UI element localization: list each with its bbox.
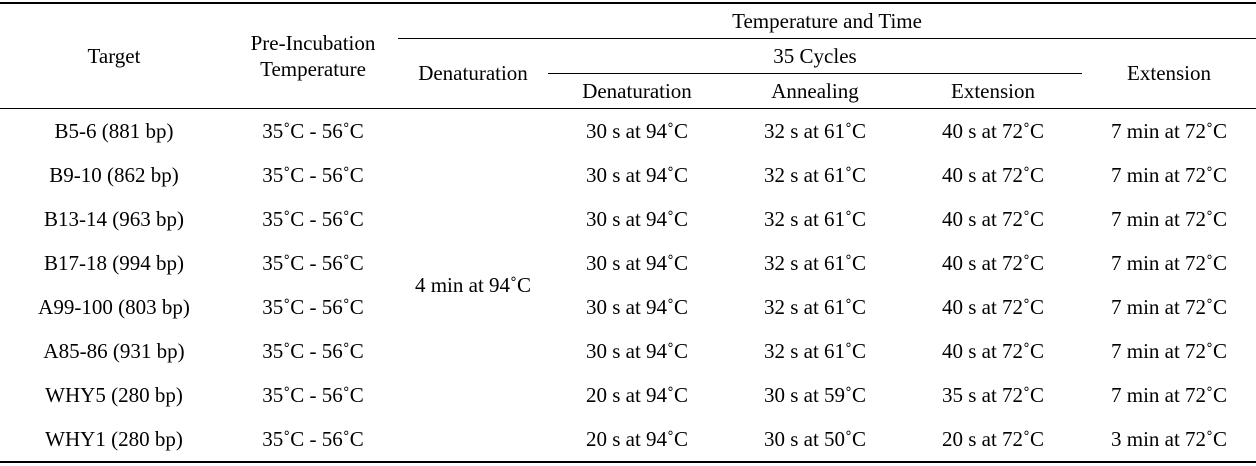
cell-target: WHY5 (280 bp) — [45, 382, 183, 407]
cell-extension: 40 s at 72˚C — [941, 162, 1045, 187]
table-row: B13-14 (963 bp) 35˚C - 56˚C 30 s at 94˚C… — [0, 197, 1256, 241]
header-cycle-annealing: Annealing — [726, 73, 904, 109]
cell-extension: 40 s at 72˚C — [941, 338, 1045, 363]
header-pre-incubation: Pre-Incubation Temperature — [228, 2, 398, 109]
cell-pre-incubation: 35˚C - 56˚C — [262, 206, 364, 231]
cell-target: A85-86 (931 bp) — [43, 338, 185, 363]
cell-pre-incubation: 35˚C - 56˚C — [262, 382, 364, 407]
cell-extension: 20 s at 72˚C — [904, 417, 1082, 463]
table-row: A99-100 (803 bp) 35˚C - 56˚C 30 s at 94˚… — [0, 285, 1256, 329]
header-target: Target — [0, 2, 228, 109]
cell-pre-incubation: 35˚C - 56˚C — [228, 417, 398, 463]
cell-denaturation: 30 s at 94˚C — [585, 250, 689, 275]
cell-annealing: 32 s at 61˚C — [763, 118, 867, 143]
header-pre-incubation-text: Pre-Incubation Temperature — [250, 31, 376, 81]
table-row: B17-18 (994 bp) 35˚C - 56˚C 30 s at 94˚C… — [0, 241, 1256, 285]
header-cycle-denaturation: Denaturation — [548, 73, 726, 109]
cell-target: WHY1 (280 bp) — [0, 417, 228, 463]
header-final-extension: Extension — [1082, 38, 1256, 109]
cell-final-extension: 7 min at 72˚C — [1110, 338, 1228, 363]
header-cycle-extension: Extension — [904, 73, 1082, 109]
cell-target: B9-10 (862 bp) — [49, 162, 179, 187]
cell-denaturation: 30 s at 94˚C — [585, 206, 689, 231]
header-temperature-and-time: Temperature and Time — [398, 2, 1256, 39]
cell-annealing: 32 s at 61˚C — [763, 294, 867, 319]
table-row: WHY1 (280 bp) 35˚C - 56˚C 20 s at 94˚C 3… — [0, 417, 1256, 463]
cell-denaturation: 30 s at 94˚C — [585, 118, 689, 143]
cell-target: B5-6 (881 bp) — [54, 118, 174, 143]
cell-denaturation: 20 s at 94˚C — [548, 417, 726, 463]
cell-annealing: 30 s at 59˚C — [763, 382, 867, 407]
cell-annealing: 30 s at 50˚C — [726, 417, 904, 463]
cell-final-extension: 7 min at 72˚C — [1110, 250, 1228, 275]
cell-pre-incubation: 35˚C - 56˚C — [262, 294, 364, 319]
cell-pre-incubation: 35˚C - 56˚C — [262, 162, 364, 187]
cell-extension: 40 s at 72˚C — [941, 294, 1045, 319]
header-35-cycles: 35 Cycles — [548, 38, 1082, 74]
cell-annealing: 32 s at 61˚C — [763, 206, 867, 231]
cell-pre-incubation: 35˚C - 56˚C — [262, 338, 364, 363]
table-row: A85-86 (931 bp) 35˚C - 56˚C 30 s at 94˚C… — [0, 329, 1256, 373]
cell-denaturation: 30 s at 94˚C — [585, 338, 689, 363]
cell-initial-denaturation: 4 min at 94˚C — [398, 108, 548, 463]
cell-extension: 40 s at 72˚C — [941, 118, 1045, 143]
header-initial-denaturation: Denaturation — [398, 38, 548, 109]
table-row: WHY5 (280 bp) 35˚C - 56˚C 20 s at 94˚C 3… — [0, 373, 1256, 417]
cell-denaturation: 20 s at 94˚C — [585, 382, 689, 407]
cell-extension: 35 s at 72˚C — [941, 382, 1045, 407]
cell-target: A99-100 (803 bp) — [38, 294, 190, 319]
cell-final-extension: 7 min at 72˚C — [1110, 206, 1228, 231]
cell-pre-incubation: 35˚C - 56˚C — [262, 250, 364, 275]
cell-final-extension: 7 min at 72˚C — [1110, 162, 1228, 187]
cell-annealing: 32 s at 61˚C — [763, 338, 867, 363]
cell-pre-incubation: 35˚C - 56˚C — [262, 118, 364, 143]
cell-annealing: 32 s at 61˚C — [763, 250, 867, 275]
table-header: Target Pre-Incubation Temperature Temper… — [0, 2, 1256, 109]
cell-final-extension: 7 min at 72˚C — [1110, 382, 1228, 407]
cell-extension: 40 s at 72˚C — [941, 206, 1045, 231]
table-row: B9-10 (862 bp) 35˚C - 56˚C 30 s at 94˚C … — [0, 153, 1256, 197]
cell-target: B13-14 (963 bp) — [44, 206, 184, 231]
cell-annealing: 32 s at 61˚C — [763, 162, 867, 187]
cell-denaturation: 30 s at 94˚C — [585, 294, 689, 319]
table-row: B5-6 (881 bp) 35˚C - 56˚C 4 min at 94˚C … — [0, 108, 1256, 463]
cell-target: B17-18 (994 bp) — [44, 250, 184, 275]
cell-final-extension: 7 min at 72˚C — [1110, 294, 1228, 319]
cell-extension: 40 s at 72˚C — [941, 250, 1045, 275]
cell-final-extension: 7 min at 72˚C — [1110, 118, 1228, 143]
cell-denaturation: 30 s at 94˚C — [585, 162, 689, 187]
table-body: B5-6 (881 bp) 35˚C - 56˚C 4 min at 94˚C … — [0, 108, 1256, 463]
cell-final-extension: 3 min at 72˚C — [1082, 417, 1256, 463]
